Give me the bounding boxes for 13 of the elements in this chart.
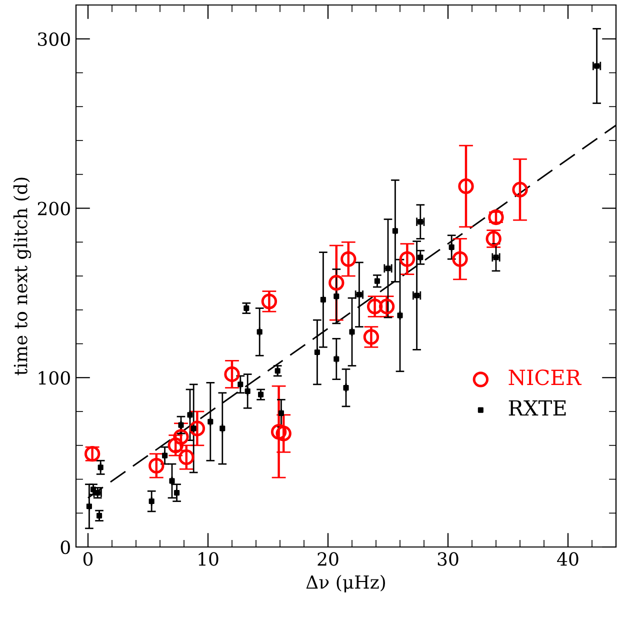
x-tick-label: 30 [438, 552, 458, 566]
y-tick-label: 200 [38, 202, 70, 216]
y-tick-label: 0 [60, 540, 70, 554]
legend-label: RXTE [508, 400, 566, 416]
legend-label: NICER [508, 369, 582, 386]
x-tick-label: 0 [83, 552, 93, 566]
y-tick-label: 300 [38, 32, 70, 46]
x-tick-label: 20 [318, 552, 338, 566]
x-tick-label: 10 [198, 552, 218, 566]
y-axis-title: time to next glitch (d) [13, 178, 32, 376]
x-axis-title: Δν (μHz) [306, 574, 385, 592]
y-tick-label: 100 [38, 371, 70, 385]
x-tick-label: 40 [557, 552, 578, 566]
